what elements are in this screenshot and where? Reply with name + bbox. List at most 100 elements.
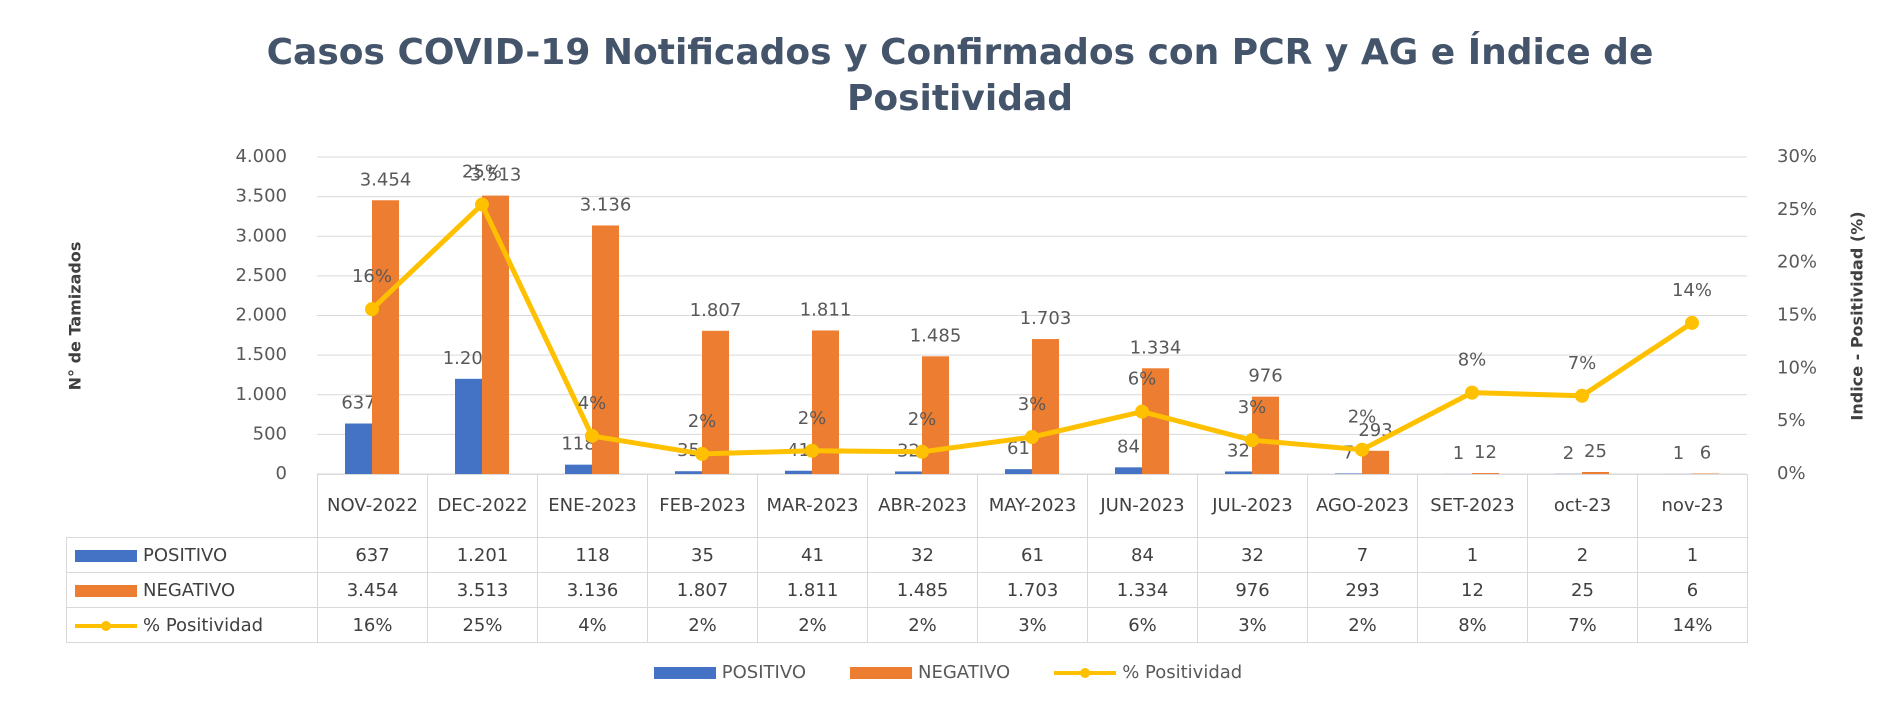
category-label: JUL-2023: [1197, 474, 1308, 538]
legend-rect: [75, 584, 137, 597]
legend-label: % Positividad: [1122, 662, 1243, 683]
data-label: 2%: [798, 408, 827, 429]
legend-item: POSITIVO: [653, 662, 806, 683]
y-tick-label: 1.000: [235, 384, 287, 405]
table-cell: 84: [1087, 537, 1198, 573]
data-label: 3%: [1018, 394, 1047, 415]
line-marker: [585, 428, 599, 443]
data-label: 1.334: [1130, 337, 1182, 358]
table-cell: 32: [1197, 537, 1308, 573]
data-label: 25: [1584, 441, 1607, 462]
line-marker: [1685, 315, 1699, 330]
legend-rect: [75, 549, 137, 562]
data-label: 3%: [1238, 397, 1267, 418]
table-cell: 976: [1197, 572, 1308, 608]
line-marker: [1355, 442, 1369, 457]
bar: [785, 470, 812, 474]
bar: [1335, 473, 1362, 474]
data-label: 3.454: [360, 169, 412, 190]
corner: [67, 475, 318, 538]
table-cell: 3.136: [537, 572, 648, 608]
table-cell: 35: [647, 537, 758, 573]
data-label: 3.136: [580, 194, 632, 215]
table-cell: 32: [867, 537, 978, 573]
bar: [345, 423, 372, 474]
table-cell: 4%: [537, 607, 648, 643]
data-label: 25%: [462, 162, 502, 183]
table-cell: 1.334: [1087, 572, 1198, 608]
table-cell: 3%: [977, 607, 1088, 643]
bar: [1225, 471, 1252, 474]
y2-tick-label: 20%: [1777, 252, 1817, 273]
bar: [1005, 469, 1032, 474]
table-cell: 41: [757, 537, 868, 573]
category-label: ENE-2023: [537, 474, 648, 538]
data-label: 2%: [908, 409, 937, 430]
y-tick-label: 3.000: [235, 225, 287, 246]
y2-axis-title: Indice - Positividad (%): [1848, 211, 1867, 420]
table-cell: 1: [1637, 537, 1748, 573]
bar: [1142, 368, 1169, 474]
bar: [455, 378, 482, 474]
table-cell: 7: [1307, 537, 1418, 573]
data-label: 7%: [1568, 353, 1597, 374]
legend-item: % Positividad: [1054, 662, 1242, 683]
table-cell: 2%: [1307, 607, 1418, 643]
line-marker: [1025, 430, 1039, 445]
data-label: 6: [1700, 443, 1711, 464]
bar: [372, 200, 399, 474]
data-label: 2%: [688, 411, 717, 432]
bar: [895, 471, 922, 474]
line-marker: [1135, 404, 1149, 419]
bar: [565, 464, 592, 474]
table-cell: 6%: [1087, 607, 1198, 643]
table-cell: 8%: [1417, 607, 1528, 643]
data-label: 637: [341, 393, 375, 414]
category-label: nov-23: [1637, 474, 1748, 538]
table-cell: 2%: [757, 607, 868, 643]
series-row: % Positividad 16% 25% 4% 2% 2% 2% 3% 6% 3% 2% 8% 7% 1…: [66, 607, 1748, 643]
data-label: 1.703: [1020, 308, 1072, 329]
line-marker: [1575, 388, 1589, 403]
data-label: 3.513: [470, 165, 522, 186]
bar: [1115, 467, 1142, 474]
table-cell: 1.807: [647, 572, 758, 608]
category-label: MAR-2023: [757, 474, 868, 538]
table-cell: 637: [317, 537, 428, 573]
line-marker: [475, 197, 489, 212]
line-marker: [915, 444, 929, 459]
series-row: POSITIVO 637 1.201 118 35 41 32 61 84 32 7 1 2 1: [66, 537, 1748, 573]
series-row: NEGATIVO 3.454 3.513 3.136 1.807 1.811 1.485 1.…: [66, 572, 1748, 608]
table-cell: 25: [1527, 572, 1638, 608]
category-label: ABR-2023: [867, 474, 978, 538]
header-row: NOV-2022 DEC-2022 ENE-2023 FEB-2023 MAR-2023…: [67, 474, 1748, 538]
table-cell: 16%: [317, 607, 428, 643]
y-tick-label: 2.000: [235, 305, 287, 326]
y-tick-label: 500: [253, 423, 287, 444]
y2-tick-label: 30%: [1777, 146, 1817, 167]
data-label: 1: [1673, 443, 1684, 464]
data-label: 2: [1563, 443, 1574, 464]
data-label: 976: [1248, 366, 1282, 387]
table-cell: 1.703: [977, 572, 1088, 608]
y-tick-label: 4.000: [235, 146, 287, 167]
line-marker: [805, 443, 819, 458]
category-label: FEB-2023: [647, 474, 758, 538]
table-cell: 2%: [867, 607, 978, 643]
series-name: POSITIVO: [143, 544, 228, 566]
legend-key: [850, 667, 913, 679]
legend-key: [75, 584, 137, 597]
data-label: 4%: [578, 393, 607, 414]
y2-tick-label: 10%: [1777, 357, 1817, 378]
data-label: 14%: [1672, 280, 1712, 301]
bar: [1362, 450, 1389, 474]
data-label: 2%: [1348, 407, 1377, 428]
y-tick-label: 0: [276, 463, 287, 484]
legend-rect: [653, 667, 716, 679]
table-cell: 12: [1417, 572, 1528, 608]
table-cell: 14%: [1637, 607, 1748, 643]
legend-marker: [1080, 668, 1091, 678]
legend-key: [1054, 668, 1117, 678]
data-label: 7: [1343, 442, 1354, 463]
